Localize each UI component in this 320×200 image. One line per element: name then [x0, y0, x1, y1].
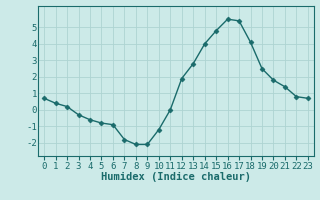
X-axis label: Humidex (Indice chaleur): Humidex (Indice chaleur) — [101, 172, 251, 182]
